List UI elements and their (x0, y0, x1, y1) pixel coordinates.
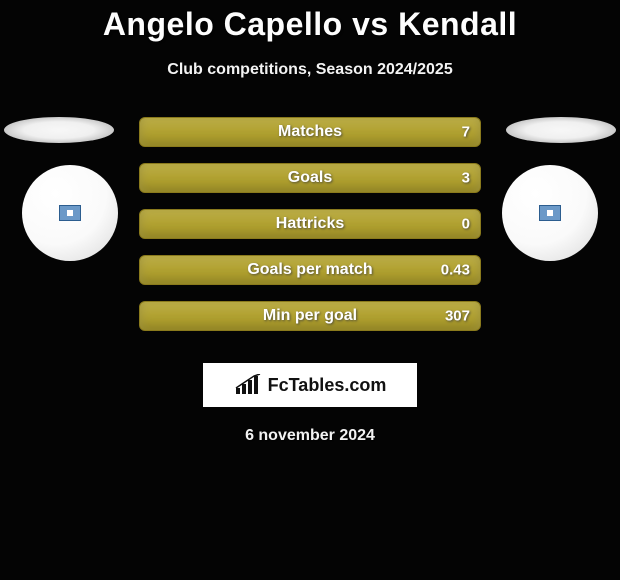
stat-value-right: 3 (462, 170, 470, 187)
right-player-shadow-ellipse (506, 117, 616, 143)
brand-text: FcTables.com (268, 375, 387, 396)
left-player-avatar-circle (22, 165, 118, 261)
left-player-placeholder-icon (59, 205, 81, 221)
right-player-placeholder-icon (539, 205, 561, 221)
stat-label: Min per goal (263, 307, 357, 325)
stat-bar-min-per-goal: Min per goal 307 (139, 301, 481, 331)
stat-label: Goals (288, 169, 332, 187)
stat-bar-hattricks: Hattricks 0 (139, 209, 481, 239)
left-player-shadow-ellipse (4, 117, 114, 143)
brand-box: FcTables.com (203, 363, 417, 407)
right-player-avatar-circle (502, 165, 598, 261)
stat-value-right: 307 (445, 308, 470, 325)
stat-value-right: 7 (462, 124, 470, 141)
page-subtitle: Club competitions, Season 2024/2025 (0, 61, 620, 79)
stat-value-right: 0.43 (441, 262, 470, 279)
footer-date: 6 november 2024 (0, 427, 620, 445)
stat-bar-matches: Matches 7 (139, 117, 481, 147)
stat-label: Hattricks (276, 215, 344, 233)
stat-label: Goals per match (247, 261, 372, 279)
brand-bars-icon (234, 374, 262, 396)
stat-bar-goals-per-match: Goals per match 0.43 (139, 255, 481, 285)
stats-bars: Matches 7 Goals 3 Hattricks 0 Goals per … (139, 117, 481, 347)
stat-bar-goals: Goals 3 (139, 163, 481, 193)
page-title: Angelo Capello vs Kendall (0, 0, 620, 43)
stat-label: Matches (278, 123, 342, 141)
stat-value-right: 0 (462, 216, 470, 233)
